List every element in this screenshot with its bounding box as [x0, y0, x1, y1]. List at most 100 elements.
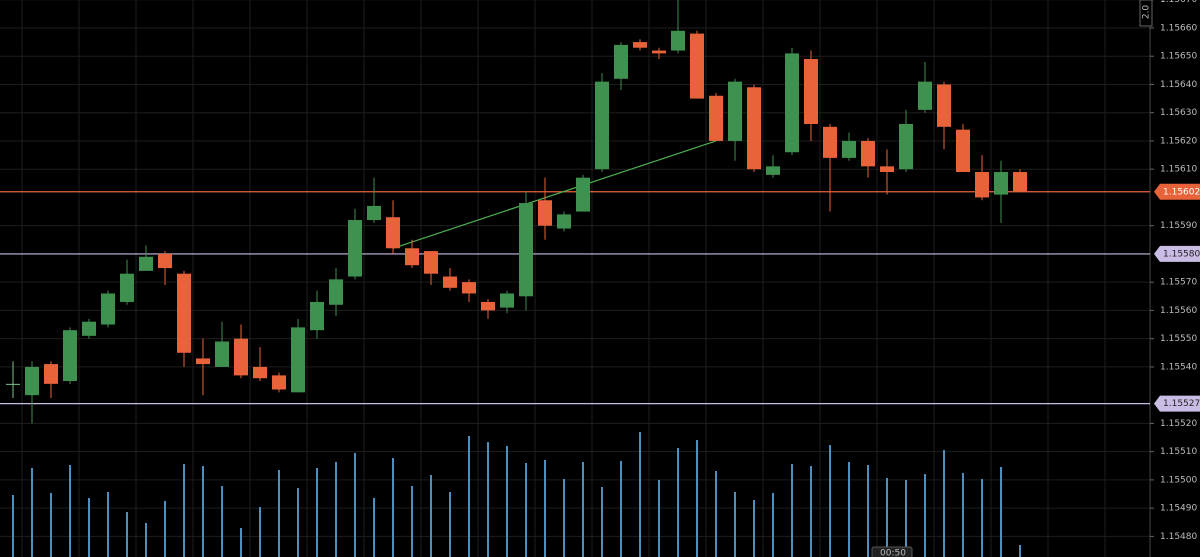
candle-body — [785, 53, 799, 153]
candle-body — [310, 301, 324, 331]
candle-body — [462, 282, 476, 294]
volume-bar — [867, 465, 869, 557]
volume-bar — [601, 487, 603, 557]
candle-body — [215, 341, 229, 367]
candle-body — [481, 301, 495, 311]
candle-body — [728, 81, 742, 141]
candle-body — [861, 140, 875, 167]
candle-body — [101, 293, 115, 325]
candle-body — [956, 129, 970, 173]
volume-bar — [297, 488, 299, 557]
candle-body — [937, 84, 951, 127]
candle-body — [82, 321, 96, 336]
volume-bar — [658, 480, 660, 557]
y-tick-label: 1.15540 — [1160, 362, 1197, 372]
candle-body — [690, 33, 704, 99]
volume-bar — [525, 463, 527, 557]
volume-bar — [810, 466, 812, 557]
volume-bar — [1000, 467, 1002, 557]
volume-bar — [924, 474, 926, 557]
y-tick-label: 1.15640 — [1160, 80, 1197, 90]
volume-bar — [753, 500, 755, 557]
candle-body — [291, 327, 305, 393]
price-tag-label: 1.15602 — [1163, 187, 1200, 197]
volume-bar — [145, 523, 147, 557]
volume-bar — [582, 462, 584, 557]
candle-body — [918, 81, 932, 110]
volume-bar — [962, 473, 964, 557]
candle-body — [158, 253, 172, 269]
price-tag — [1154, 183, 1200, 200]
volume-bar — [202, 466, 204, 557]
volume-bar — [449, 492, 451, 557]
candle-body — [424, 251, 438, 274]
volume-bar — [12, 495, 14, 557]
candle-body — [443, 276, 457, 288]
volume-bar — [183, 464, 185, 557]
candle-body — [139, 256, 153, 271]
y-tick-label: 1.15520 — [1160, 419, 1197, 429]
candle-body — [519, 203, 533, 297]
volume-bar — [905, 480, 907, 557]
candle-body — [1013, 172, 1027, 192]
trend-line — [392, 140, 717, 249]
scale-box — [1139, 0, 1153, 27]
candle-body — [25, 366, 39, 396]
price-tag — [1154, 245, 1200, 262]
candle-body — [44, 364, 58, 384]
candle-body — [614, 44, 628, 79]
time-box — [871, 546, 913, 557]
y-tick-label: 1.15550 — [1160, 334, 1197, 344]
price-tag-label: 1.15580 — [1163, 249, 1200, 259]
volume-bar — [468, 436, 470, 557]
candle-body — [804, 59, 818, 124]
volume-bar — [107, 492, 109, 557]
volume-bar — [316, 468, 318, 557]
candle-body — [120, 273, 134, 302]
volume-bar — [31, 468, 33, 557]
candle-body — [500, 293, 514, 308]
y-tick-label: 1.15660 — [1160, 23, 1197, 33]
y-tick-label: 1.15500 — [1160, 475, 1197, 485]
volume-bar — [411, 486, 413, 557]
candle-body — [823, 126, 837, 158]
volume-bar — [848, 462, 850, 557]
candle-body — [386, 217, 400, 249]
y-tick-label: 1.15480 — [1160, 532, 1197, 542]
volume-bar — [981, 479, 983, 557]
volume-bar — [506, 446, 508, 557]
y-tick-label: 1.15570 — [1160, 278, 1197, 288]
candle-body — [272, 375, 286, 390]
y-tick-label: 1.15650 — [1160, 52, 1197, 62]
y-tick-label: 1.15560 — [1160, 306, 1197, 316]
volume-bar — [240, 528, 242, 557]
volume-bar — [772, 493, 774, 557]
volume-bar — [886, 478, 888, 557]
candle-body — [766, 166, 780, 175]
y-tick-label: 1.15620 — [1160, 136, 1197, 146]
y-tick-label: 1.15510 — [1160, 447, 1197, 457]
candle-body — [880, 166, 894, 173]
candle-body — [234, 338, 248, 376]
candle-body — [348, 220, 362, 277]
time-label: 00:50 — [880, 549, 906, 557]
candle-body — [633, 42, 647, 48]
candle-body — [329, 279, 343, 305]
volume-bar — [430, 475, 432, 557]
volume-bar — [791, 464, 793, 557]
candle-body — [253, 366, 267, 379]
candle-body — [747, 87, 761, 170]
volume-bar — [126, 512, 128, 557]
volume-bar — [335, 462, 337, 557]
volume-bar — [392, 458, 394, 557]
volume-bar — [544, 460, 546, 557]
price-tag — [1154, 395, 1200, 412]
volume-bar — [943, 450, 945, 557]
candle-body — [671, 30, 685, 51]
candle-body — [177, 273, 191, 353]
candle-body — [709, 95, 723, 141]
scale-label: 2.0 — [1142, 5, 1152, 20]
volume-bar — [69, 465, 71, 557]
volume-bar — [563, 479, 565, 557]
